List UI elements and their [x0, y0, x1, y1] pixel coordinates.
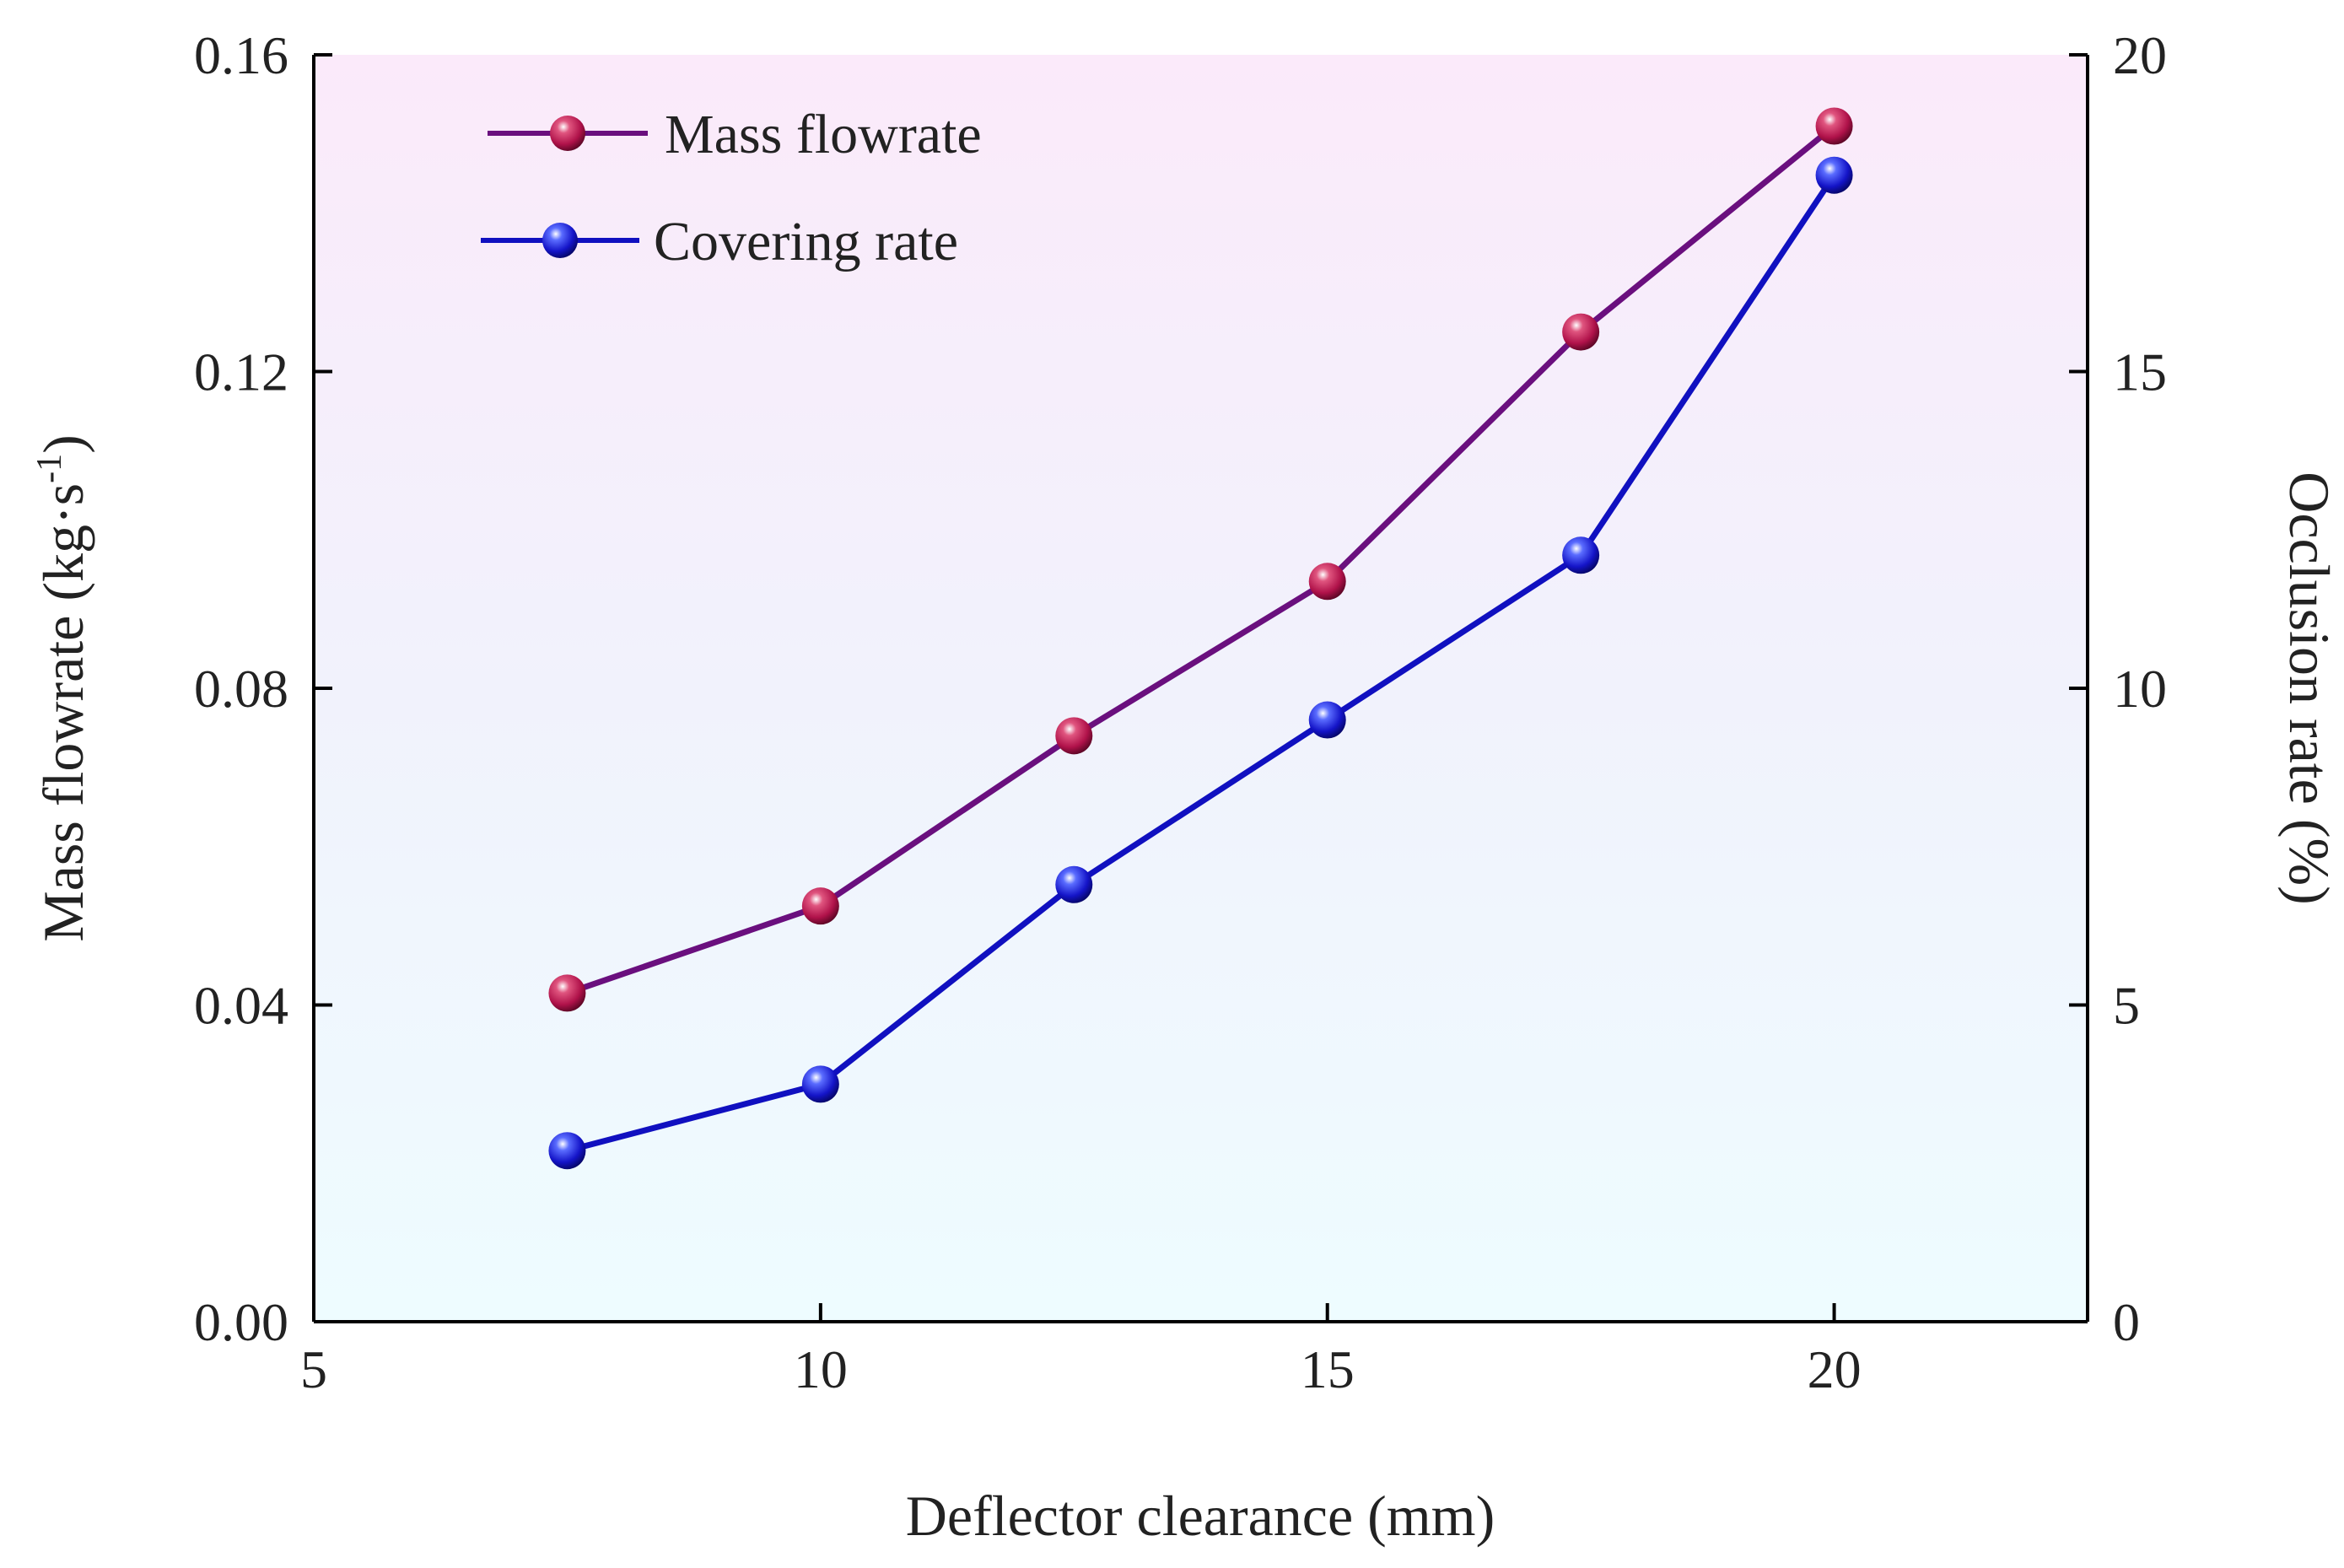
data-point-covering-rate — [1562, 536, 1600, 574]
x-tick-label: 20 — [1808, 1339, 1862, 1399]
y-left-tick-label: 0.16 — [194, 25, 288, 85]
legend: Mass flowrate Covering rate — [481, 104, 982, 272]
y-left-tick-label: 0.08 — [194, 659, 288, 719]
y-axis-right-title: Occlusion rate (%) — [2277, 471, 2341, 905]
data-point-mass-flowrate — [801, 887, 839, 925]
y-left-tick-label: 0.00 — [194, 1292, 288, 1352]
series-line-covering-rate — [566, 173, 1837, 1154]
data-point-covering-rate — [1308, 701, 1346, 739]
series-line-mass-flowrate — [566, 123, 1836, 996]
data-point-covering-rate — [548, 1132, 586, 1170]
x-tick-label: 5 — [300, 1339, 327, 1399]
y-left-tick-label: 0.12 — [194, 342, 288, 402]
y-axis-left-title-close: ) — [31, 434, 95, 454]
x-tick-label: 15 — [1301, 1339, 1355, 1399]
data-point-covering-rate — [1815, 156, 1853, 194]
data-point-covering-rate — [801, 1065, 839, 1103]
plot-background — [314, 55, 2088, 1322]
x-axis-title: Deflector clearance (mm) — [906, 1484, 1495, 1548]
y-right-tick-label: 20 — [2113, 25, 2167, 85]
data-point-covering-rate — [1055, 865, 1093, 903]
y-left-tick-label: 0.04 — [194, 976, 288, 1036]
legend-marker-mass-flowrate — [550, 116, 585, 151]
y-axis-left-title-superscript: -1 — [30, 454, 69, 483]
series-layer — [548, 107, 1853, 1170]
legend-label-covering-rate: Covering rate — [654, 211, 958, 272]
y-axis-left-title-main: Mass flowrate (kg·s — [31, 483, 95, 942]
data-point-mass-flowrate — [1562, 313, 1600, 351]
y-right-tick-label: 0 — [2113, 1292, 2140, 1352]
y-right-tick-label: 10 — [2113, 659, 2167, 719]
x-tick-label: 10 — [794, 1339, 848, 1399]
ticks-layer: 5 10 15 20 0.00 0.04 0.08 0.12 0.16 0 5 10 15 20 — [194, 25, 2167, 1399]
data-point-mass-flowrate — [1815, 107, 1853, 145]
data-point-mass-flowrate — [1308, 563, 1346, 601]
legend-marker-covering-rate — [542, 223, 578, 258]
legend-label-mass-flowrate: Mass flowrate — [665, 104, 982, 165]
y-right-tick-label: 5 — [2113, 976, 2140, 1036]
y-right-tick-label: 15 — [2113, 342, 2167, 402]
data-point-mass-flowrate — [548, 974, 586, 1012]
y-axis-left-title: Mass flowrate (kg·s-1) — [30, 434, 95, 942]
data-point-mass-flowrate — [1055, 717, 1093, 755]
